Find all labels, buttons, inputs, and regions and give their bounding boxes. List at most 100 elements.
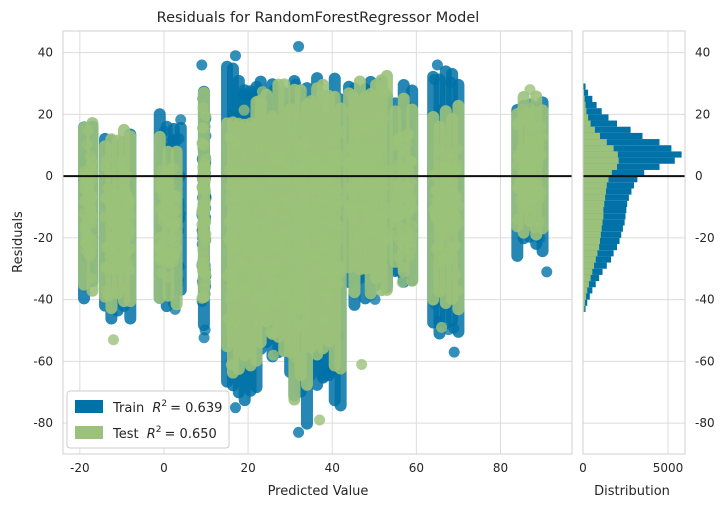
distribution-bars [583,83,682,312]
test-distribution-bar [583,126,595,133]
test-distribution-bar [583,200,605,207]
train-point [175,114,187,126]
test-point [345,144,357,156]
test-point [344,201,356,213]
distribution-y-tick-labels: 40 20 0 -20 -40 -60 -80 [695,46,715,431]
test-point [524,151,536,163]
test-point [267,174,279,186]
test-distribution-bar [583,225,602,232]
test-point [197,182,209,194]
test-point [520,168,532,180]
test-point [116,189,128,201]
y-axis-tick-labels: 40 20 0 -20 -40 -60 -80 [33,46,53,431]
test-point [447,216,459,228]
test-point [118,210,130,222]
test-outlier-point [436,321,448,333]
test-point [156,267,168,279]
test-distribution-bar [583,102,586,109]
test-point [321,258,333,270]
x-tick-label: 40 [325,461,340,475]
train-point [238,89,250,101]
test-point [103,196,115,208]
legend-swatch-test [75,426,103,439]
test-point [345,105,357,117]
test-point [435,285,447,297]
distribution-x-tick-label: 5000 [653,461,684,475]
test-point [276,227,288,239]
test-point [197,292,209,304]
train-distribution-bar [583,151,682,158]
test-point [518,158,530,170]
test-point [157,189,169,201]
test-point [356,183,368,195]
test-point [329,313,341,325]
y-tick-label: -60 [33,354,53,368]
test-point [308,200,320,212]
train-distribution-bar [583,188,632,195]
legend-swatch-train [75,400,103,413]
test-point [79,183,91,195]
test-point [357,200,369,212]
test-point [262,270,274,282]
test-point [255,144,267,156]
train-distribution-bar [583,262,607,269]
test-point [275,263,287,275]
test-distribution-bar [583,244,600,251]
train-outlier-point [293,426,305,438]
test-point [266,281,278,293]
test-point [332,148,344,160]
test-point [290,351,302,363]
test-point [452,143,464,155]
test-point [109,219,121,231]
train-point [445,76,457,88]
test-point [401,181,413,193]
test-outlier-point [225,358,237,370]
test-point [116,153,128,165]
test-distribution-bar [583,250,598,257]
test-point [197,122,209,134]
test-distribution-bar [583,188,606,195]
train-distribution-bar [583,169,645,177]
x-axis-tick-labels: -20 0 20 40 60 80 [70,461,508,475]
train-distribution-bar [583,225,623,232]
test-point [84,250,96,262]
test-point [521,183,533,195]
test-point [331,200,343,212]
test-point [294,148,306,160]
chart-title: Residuals for RandomForestRegressor Mode… [157,10,480,26]
test-distribution-bar [583,231,601,238]
test-point [523,133,535,145]
test-point [236,179,248,191]
train-distribution-bar [583,281,596,288]
test-point [447,225,459,237]
test-distribution-bar [583,219,603,226]
test-distribution-bar [583,145,614,152]
distribution-x-tick-label: 0 [579,461,587,475]
distribution-y-tick-label: 20 [695,107,710,121]
test-point [108,240,120,252]
train-distribution-bar [583,102,597,109]
test-point [403,203,415,215]
test-point [393,252,405,264]
test-point [80,233,92,245]
test-point [373,227,385,239]
x-tick-label: 60 [409,461,424,475]
test-distribution-bar [583,132,600,140]
test-point [82,125,94,137]
test-point [405,236,417,248]
x-tick-label: -20 [70,461,90,475]
test-point [354,140,366,152]
test-distribution-bar [583,163,617,170]
test-point [442,147,454,159]
test-outlier-point [314,414,326,426]
test-point [375,182,387,194]
test-point [256,86,268,98]
train-distribution-bar [583,108,602,115]
test-point [314,265,326,277]
test-point [396,143,408,155]
train-distribution-bar [583,145,672,152]
test-point [435,208,447,220]
test-point [441,133,453,145]
test-point [200,110,212,122]
